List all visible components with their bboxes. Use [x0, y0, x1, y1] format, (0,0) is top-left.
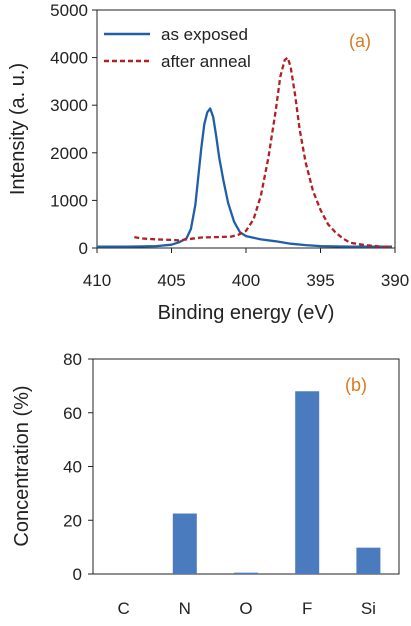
x-tick-label: 400 — [232, 271, 260, 290]
chart-a-y-ticks: 0 1000 2000 3000 4000 5000 — [50, 1, 97, 258]
series-line-after-anneal — [134, 56, 392, 248]
y-tick-label: 20 — [63, 511, 82, 530]
panel-label-a: (a) — [349, 31, 371, 51]
bar-N — [172, 513, 197, 574]
chart-b-x-ticks: C N O F Si — [117, 599, 376, 618]
chart-a-legend: as exposed after anneal — [104, 25, 251, 71]
y-tick-label: 5000 — [50, 1, 88, 20]
x-category-label-F: F — [302, 599, 312, 618]
y-tick-label: 40 — [63, 458, 82, 477]
x-tick-label: 410 — [83, 271, 111, 290]
x-tick-label: 395 — [306, 271, 334, 290]
x-tick-label: 405 — [157, 271, 185, 290]
legend-label-after-anneal: after anneal — [161, 52, 251, 71]
chart-b-y-ticks: 0 20 40 60 80 — [63, 350, 93, 584]
bar-Si — [356, 547, 381, 574]
series-line-as-exposed — [97, 107, 392, 248]
y-tick-label: 3000 — [50, 96, 88, 115]
chart-a-x-ticks: 410 405 400 395 390 — [83, 248, 409, 290]
chart-a-x-axis-title: Binding energy (eV) — [158, 302, 335, 324]
y-tick-label: 0 — [73, 565, 82, 584]
y-tick-label: 4000 — [50, 49, 88, 68]
panel-label-b: (b) — [345, 375, 367, 395]
chart-b-y-axis-title: Concentration (%) — [11, 385, 33, 546]
chart-b-bars — [172, 391, 381, 574]
y-tick-label: 0 — [79, 239, 88, 258]
legend-label-as-exposed: as exposed — [161, 25, 248, 44]
x-category-label-C: C — [117, 599, 129, 618]
chart-a: 0 1000 2000 3000 4000 5000 410 405 400 395 390 as… — [7, 1, 409, 324]
bar-F — [295, 391, 320, 574]
x-category-label-Si: Si — [361, 599, 376, 618]
x-category-label-N: N — [179, 599, 191, 618]
x-tick-label: 390 — [381, 271, 409, 290]
y-tick-label: 60 — [63, 404, 82, 423]
chart-b: 0 20 40 60 80 C N O F Si (b) Concentration (%) — [11, 350, 400, 618]
y-tick-label: 2000 — [50, 144, 88, 163]
chart-a-series-lines — [97, 56, 392, 248]
bar-O — [234, 572, 258, 574]
y-tick-label: 1000 — [50, 191, 88, 210]
y-tick-label: 80 — [63, 350, 82, 369]
x-category-label-O: O — [239, 599, 252, 618]
chart-a-y-axis-title: Intensity (a. u.) — [7, 63, 29, 195]
